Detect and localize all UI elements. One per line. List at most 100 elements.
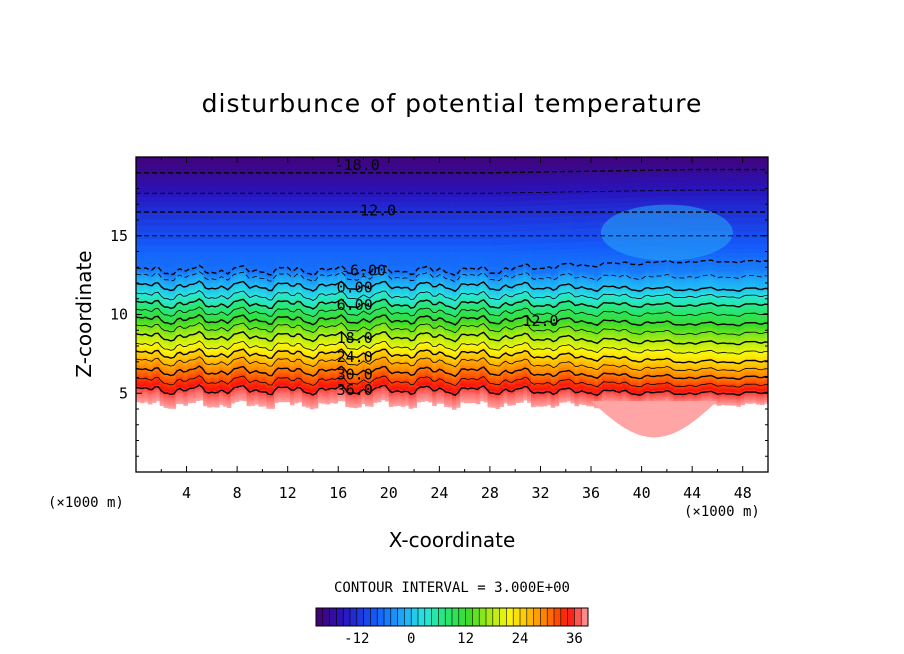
contour-band [139,279,145,282]
contour-band [234,270,240,273]
contour-band [151,336,157,340]
contour-band [195,360,200,364]
contour-band [175,266,181,271]
contour-band [175,342,181,346]
contour-band [270,185,275,192]
contour-band [365,282,370,286]
contour-band [266,307,271,312]
contour-band [230,295,236,298]
contour-band [337,355,342,359]
contour-band [309,301,315,304]
contour-band [297,254,303,258]
contour-band [365,284,370,287]
contour-band [361,316,366,320]
contour-band [254,303,260,307]
contour-band [143,225,149,233]
contour-band [301,281,307,284]
contour-band [266,196,271,203]
contour-band [234,244,240,253]
contour-band [266,334,271,338]
contour-band [309,280,315,282]
contour-band [222,238,228,246]
contour-band [361,324,366,328]
contour-band [309,395,315,399]
contour-band [211,196,216,203]
contour-band [345,275,350,278]
contour-band [266,277,271,280]
contour-band [230,176,236,182]
contour-band [297,251,303,255]
contour-band [242,244,248,253]
contour-band [349,348,354,353]
contour-band [369,395,374,398]
contour-band [341,303,346,307]
contour-band [274,396,279,400]
contour-band [171,180,177,187]
contour-band [147,321,153,326]
contour-band [329,196,335,203]
contour-band [258,191,263,197]
contour-band [313,251,319,256]
contour-band [211,185,216,192]
contour-band [159,282,165,285]
contour-band [171,255,177,260]
contour-band [321,263,327,267]
contour-band [179,244,184,253]
contour-band [266,352,271,356]
contour-band [313,400,319,403]
contour-band [321,350,327,354]
contour-band [171,378,177,383]
contour-band [151,294,157,298]
contour-band [313,281,319,285]
contour-band [254,218,260,226]
contour-band [258,281,263,284]
contour-band [207,281,212,284]
contour-band [309,318,315,323]
contour-band [230,397,236,400]
contour-band [305,172,311,178]
contour-band [242,294,248,299]
contour-band [301,225,307,233]
contour-band [313,402,319,405]
contour-band [179,157,184,162]
contour-band [262,251,267,256]
contour-band [345,324,350,328]
contour-band [282,382,287,386]
contour-band [159,386,165,390]
contour-band [369,321,374,325]
contour-band [155,172,161,178]
contour-band [345,298,350,302]
contour-band [147,402,153,405]
contour-band [349,388,354,392]
contour-band [250,365,256,369]
contour-band [337,191,342,197]
contour-band [203,321,208,325]
contour-band [226,293,232,297]
contour-band [195,270,200,273]
contour-band [282,280,287,283]
contour-band [333,272,339,274]
contour-band [317,201,323,208]
contour-band [171,292,177,295]
contour-band [139,391,145,395]
contour-band [286,262,291,266]
contour-band [151,231,157,239]
contour-band [183,273,188,276]
contour-band [329,279,335,282]
contour-band [215,343,220,347]
contour-band [337,342,342,346]
contour-band [313,396,319,400]
contour-band [203,218,208,226]
contour-band [159,352,165,356]
contour-band [218,396,224,400]
contour-band [218,272,224,275]
contour-band [297,351,303,355]
contour-band [136,278,141,281]
contour-band [191,383,196,387]
contour-band [171,275,177,278]
contour-band [286,244,291,253]
contour-band [163,282,169,286]
contour-band [258,396,263,400]
contour-band [222,273,228,275]
contour-band [321,218,327,226]
